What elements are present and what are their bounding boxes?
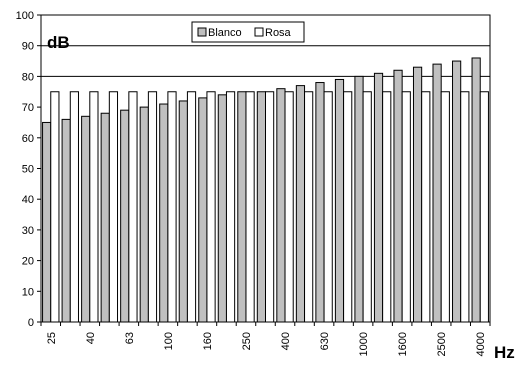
y-axis-label: dB <box>47 33 70 52</box>
bar-blanco-315 <box>256 91 267 323</box>
bar-rosa-200 <box>225 91 236 323</box>
bar-blanco-200 <box>217 94 227 323</box>
bar-rosa-2000 <box>421 91 431 323</box>
x-tick-label-100: 100 <box>163 332 175 350</box>
bar-rosa-315 <box>265 91 275 323</box>
bar-rosa-50 <box>108 91 119 323</box>
x-axis-label: Hz <box>494 343 515 362</box>
bar-rosa-125 <box>186 91 197 323</box>
x-tick-label-250: 250 <box>241 332 253 350</box>
bar-blanco-1000 <box>354 75 364 323</box>
bar-rosa-800 <box>343 91 353 323</box>
bar-blanco-1250 <box>373 72 384 323</box>
x-tick-label-630: 630 <box>319 332 331 350</box>
bar-blanco-31.5 <box>61 118 71 323</box>
legend: Blanco Rosa <box>191 21 305 43</box>
bar-rosa-63 <box>128 91 138 323</box>
bar-rosa-25 <box>50 91 60 323</box>
y-tick-label-80: 80 <box>22 71 34 83</box>
y-tick-label-40: 40 <box>22 194 34 206</box>
legend-box <box>191 21 305 43</box>
y-tick-label-70: 70 <box>22 102 34 114</box>
x-tick-label-40: 40 <box>85 332 97 344</box>
bar-rosa-80 <box>147 91 158 323</box>
legend-swatch-rosa <box>254 27 264 37</box>
y-tick-label-30: 30 <box>22 225 34 237</box>
bar-blanco-80 <box>139 106 149 323</box>
x-tick-label-1600: 1600 <box>397 332 409 356</box>
bar-rosa-4000 <box>479 91 489 323</box>
y-tick-label-60: 60 <box>22 133 34 145</box>
x-tick-label-25: 25 <box>46 332 58 344</box>
legend-swatch-blanco <box>197 27 207 37</box>
bar-rosa-40 <box>89 91 99 323</box>
x-axis-ticks: 25 40 63 100 160 250 400 630 1000 1600 2500 4000 <box>40 322 491 356</box>
bar-blanco-400 <box>276 88 286 323</box>
bar-blanco-40 <box>81 115 91 323</box>
bar-rosa-31.5 <box>69 91 79 323</box>
bars <box>42 57 489 323</box>
x-tick-label-400: 400 <box>280 332 292 350</box>
bar-blanco-630 <box>315 82 325 323</box>
bar-blanco-500 <box>295 85 306 323</box>
bar-blanco-100 <box>159 103 169 323</box>
bar-rosa-100 <box>167 91 177 323</box>
bar-blanco-250 <box>237 91 247 323</box>
bar-rosa-250 <box>245 91 255 323</box>
bar-blanco-2500 <box>432 63 442 323</box>
bar-blanco-800 <box>334 78 345 323</box>
y-tick-label-0: 0 <box>28 317 34 329</box>
bar-rosa-500 <box>304 91 314 323</box>
bar-rosa-1000 <box>362 91 372 323</box>
bar-rosa-630 <box>323 91 333 323</box>
x-tick-label-160: 160 <box>202 332 214 350</box>
x-tick-label-63: 63 <box>124 332 136 344</box>
y-tick-label-10: 10 <box>22 286 34 298</box>
y-tick-label-90: 90 <box>22 41 34 53</box>
y-axis-ticks: 0 10 20 30 40 50 60 70 80 90 100 <box>16 10 41 329</box>
bar-rosa-3150 <box>460 91 470 323</box>
bar-blanco-25 <box>42 121 52 323</box>
bar-blanco-1600 <box>393 69 403 323</box>
bar-blanco-4000 <box>471 57 481 323</box>
y-tick-label-100: 100 <box>16 10 34 22</box>
bar-blanco-160 <box>198 97 208 323</box>
bar-blanco-2000 <box>412 66 423 323</box>
bar-blanco-50 <box>100 112 110 323</box>
bar-rosa-1250 <box>382 91 392 323</box>
bar-rosa-1600 <box>401 91 411 323</box>
bar-blanco-63 <box>120 109 130 323</box>
legend-label-rosa: Rosa <box>265 27 292 39</box>
bar-rosa-400 <box>284 91 294 323</box>
x-tick-label-1000: 1000 <box>358 332 370 356</box>
bar-rosa-2500 <box>440 91 450 323</box>
y-tick-label-50: 50 <box>22 164 34 176</box>
x-tick-label-4000: 4000 <box>475 332 487 356</box>
y-tick-label-20: 20 <box>22 256 34 268</box>
bar-blanco-3150 <box>452 60 462 323</box>
legend-label-blanco: Blanco <box>208 27 242 39</box>
x-tick-label-2500: 2500 <box>436 332 448 356</box>
bar-blanco-125 <box>178 100 188 323</box>
bar-rosa-160 <box>206 91 216 323</box>
